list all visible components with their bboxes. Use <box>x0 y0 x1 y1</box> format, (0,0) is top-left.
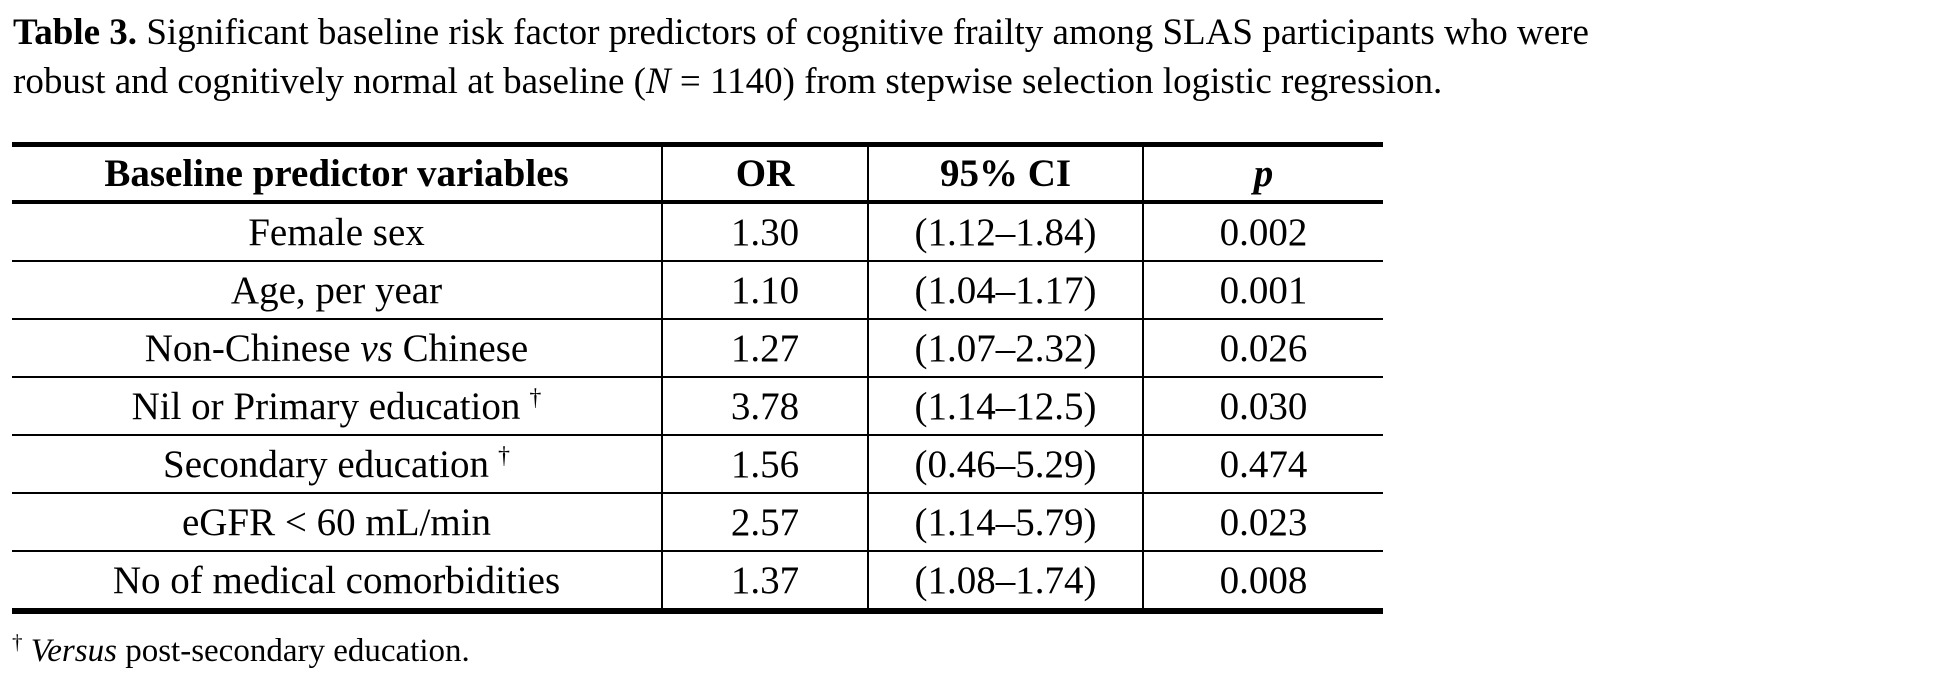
cell-or: 2.57 <box>662 493 869 552</box>
header-row: Baseline predictor variables OR 95% CI p <box>12 144 1383 204</box>
cell-variable: Age, per year <box>12 261 663 320</box>
dagger-symbol: † <box>529 384 542 411</box>
cell-variable: Secondary education † <box>12 435 663 494</box>
cell-p: 0.474 <box>1143 435 1383 494</box>
cell-ci: (1.14–5.79) <box>868 493 1144 552</box>
table-row: eGFR < 60 mL/min 2.57 (1.14–5.79) 0.023 <box>12 493 1383 552</box>
results-table: Baseline predictor variables OR 95% CI p… <box>12 142 1383 614</box>
sample-size-n: N <box>645 61 671 102</box>
cell-or: 3.78 <box>662 377 869 436</box>
dagger-symbol: † <box>497 442 510 469</box>
table-caption-label: Table 3. <box>13 12 138 53</box>
cell-variable: Female sex <box>12 202 663 262</box>
cell-variable: Nil or Primary education † <box>12 377 663 436</box>
col-header-or: OR <box>662 144 869 204</box>
cell-or: 1.56 <box>662 435 869 494</box>
cell-ci: (0.46–5.29) <box>868 435 1144 494</box>
col-header-variables: Baseline predictor variables <box>12 144 663 204</box>
cell-p: 0.002 <box>1143 202 1383 262</box>
cell-ci: (1.12–1.84) <box>868 202 1144 262</box>
cell-p: 0.030 <box>1143 377 1383 436</box>
table-caption-line1: Significant baseline risk factor predict… <box>146 12 1589 53</box>
cell-ci: (1.08–1.74) <box>868 551 1144 611</box>
cell-p: 0.008 <box>1219 558 1308 602</box>
cell-or: 1.10 <box>662 261 869 320</box>
table-row: Secondary education † 1.56 (0.46–5.29) 0.… <box>12 435 1383 494</box>
table-row: Female sex 1.30 (1.12–1.84) 0.002 <box>12 202 1383 262</box>
cell-p: 0.023 <box>1143 493 1383 552</box>
table-row: Age, per year 1.10 (1.04–1.17) 0.001 <box>12 261 1383 320</box>
table-caption: Table 3. Significant baseline risk facto… <box>13 8 1953 106</box>
table-caption-line2-pre: robust and cognitively normal at baselin… <box>13 61 646 102</box>
footnote-text: post-secondary education. <box>125 633 470 669</box>
table-row: Nil or Primary education † 3.78 (1.14–12.… <box>12 377 1383 436</box>
cell-variable: Non-Chinese vs Chinese <box>12 319 663 378</box>
table-footnote: † Versus post-secondary education. <box>12 630 470 672</box>
dagger-symbol: † <box>12 630 23 654</box>
footnote-versus: Versus <box>30 633 117 669</box>
cell-or: 1.30 <box>662 202 869 262</box>
cell-p: 0.026 <box>1143 319 1383 378</box>
cell-p: 0.001 <box>1143 261 1383 320</box>
col-header-p: p <box>1143 144 1383 204</box>
table-row: Non-Chinese vs Chinese 1.27 (1.07–2.32) … <box>12 319 1383 378</box>
cell-ci: (1.07–2.32) <box>868 319 1144 378</box>
cell-ci: (1.04–1.17) <box>868 261 1144 320</box>
cell-or: 1.27 <box>662 319 869 378</box>
table-caption-line2-post: = 1140) from stepwise selection logistic… <box>670 61 1443 102</box>
cell-ci: (1.14–12.5) <box>868 377 1144 436</box>
cell-variable: No of medical comorbidities <box>12 551 663 611</box>
cell-or: 1.37 <box>662 551 869 611</box>
table-row: No of medical comorbidities 1.37 (1.08–1… <box>12 551 1383 611</box>
col-header-ci: 95% CI <box>868 144 1144 204</box>
cell-variable: eGFR < 60 mL/min <box>12 493 663 552</box>
